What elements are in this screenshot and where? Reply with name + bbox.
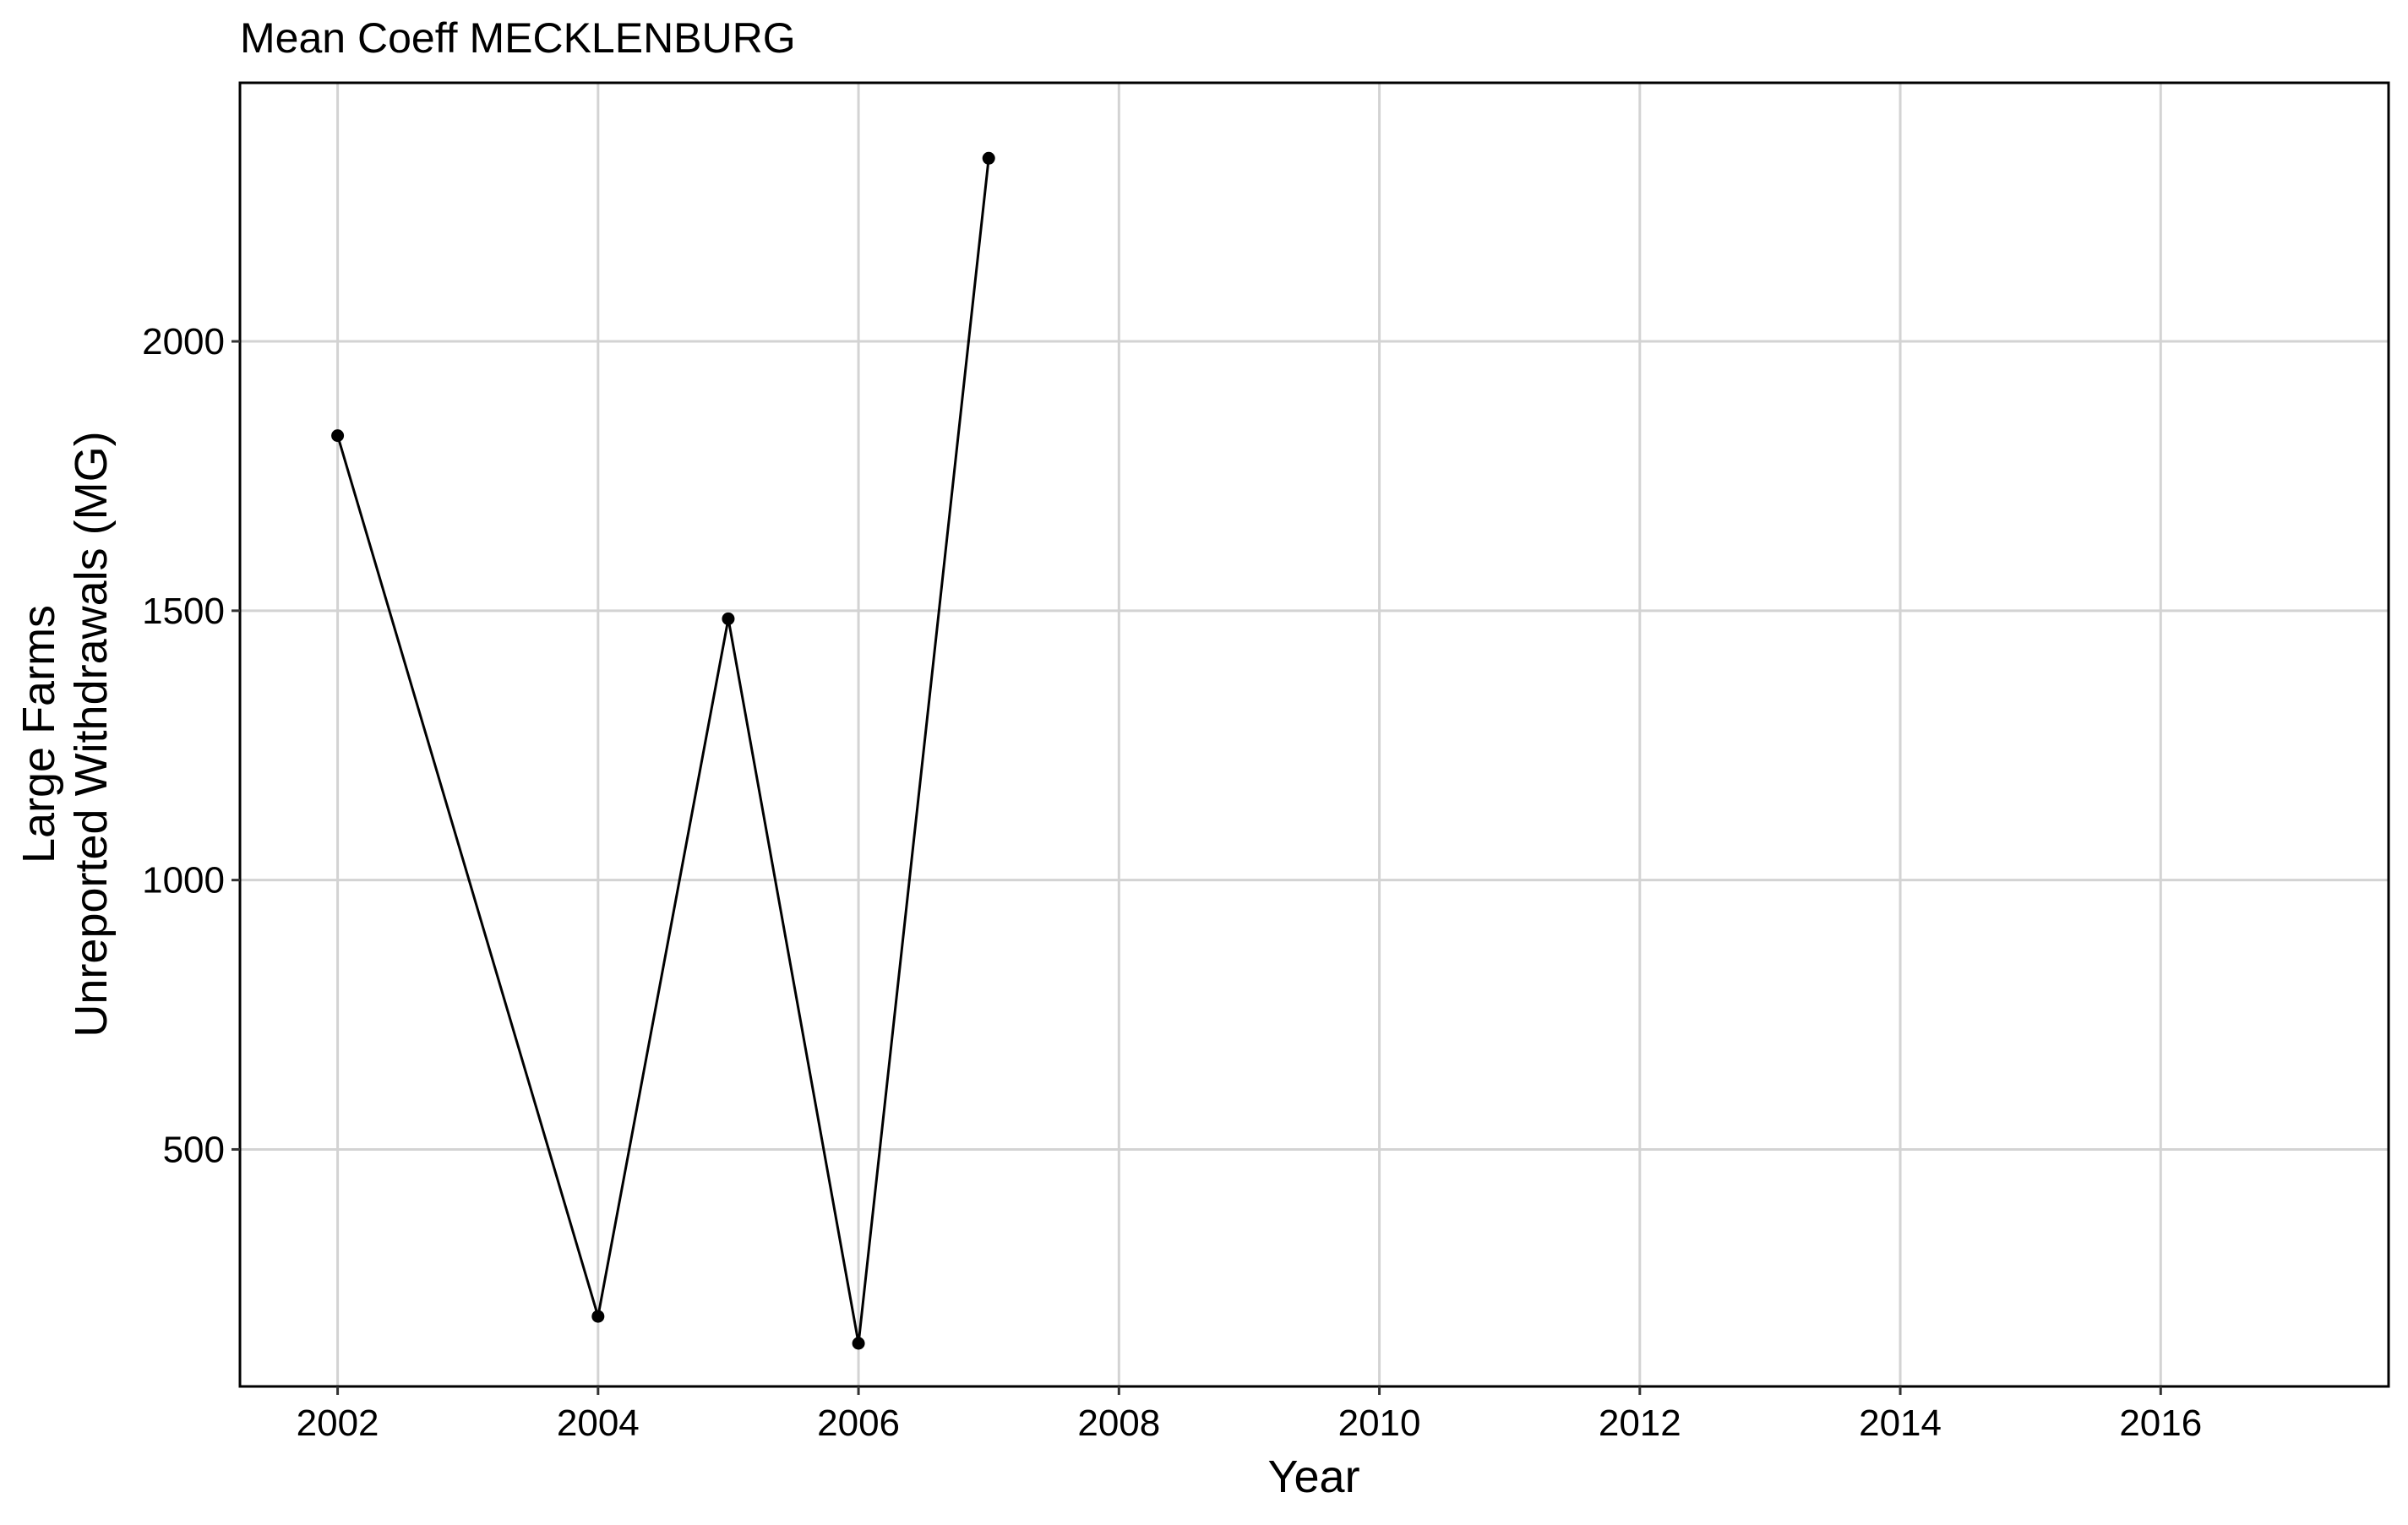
x-tick-label: 2008 bbox=[1077, 1402, 1160, 1444]
x-tick-label: 2004 bbox=[557, 1402, 640, 1444]
x-tick-label: 2016 bbox=[2119, 1402, 2202, 1444]
axis-layer: 500 1000 1500 2000 2002 2004 2006 2008 2010 2012 2… bbox=[142, 321, 2202, 1444]
x-tick-label: 2002 bbox=[297, 1402, 379, 1444]
data-point bbox=[591, 1310, 605, 1323]
y-tick-label: 2000 bbox=[142, 321, 225, 362]
y-axis-title-line-2: Unreported Withdrawals (MG) bbox=[66, 431, 117, 1037]
data-point bbox=[982, 151, 995, 165]
x-tick-label: 2006 bbox=[817, 1402, 900, 1444]
x-tick-label: 2010 bbox=[1338, 1402, 1421, 1444]
data-point bbox=[852, 1337, 865, 1350]
chart-title: Mean Coeff MECKLENBURG bbox=[240, 14, 796, 62]
x-tick-label: 2014 bbox=[1859, 1402, 1942, 1444]
y-axis-title: Large Farms Unreported Withdrawals (MG) bbox=[14, 431, 117, 1037]
series-line bbox=[336, 158, 990, 1345]
data-point bbox=[331, 429, 345, 443]
y-tick-label: 1000 bbox=[142, 860, 225, 901]
x-tick-label: 2012 bbox=[1599, 1402, 1681, 1444]
series-layer bbox=[331, 151, 995, 1350]
x-axis-title: Year bbox=[1267, 1451, 1359, 1502]
y-tick-label: 500 bbox=[163, 1129, 225, 1170]
panel-border bbox=[238, 81, 2390, 1388]
y-tick-label: 1500 bbox=[142, 591, 225, 632]
grid-layer bbox=[240, 83, 2389, 1386]
y-axis-title-line-1: Large Farms bbox=[14, 605, 64, 863]
data-point bbox=[722, 612, 735, 625]
